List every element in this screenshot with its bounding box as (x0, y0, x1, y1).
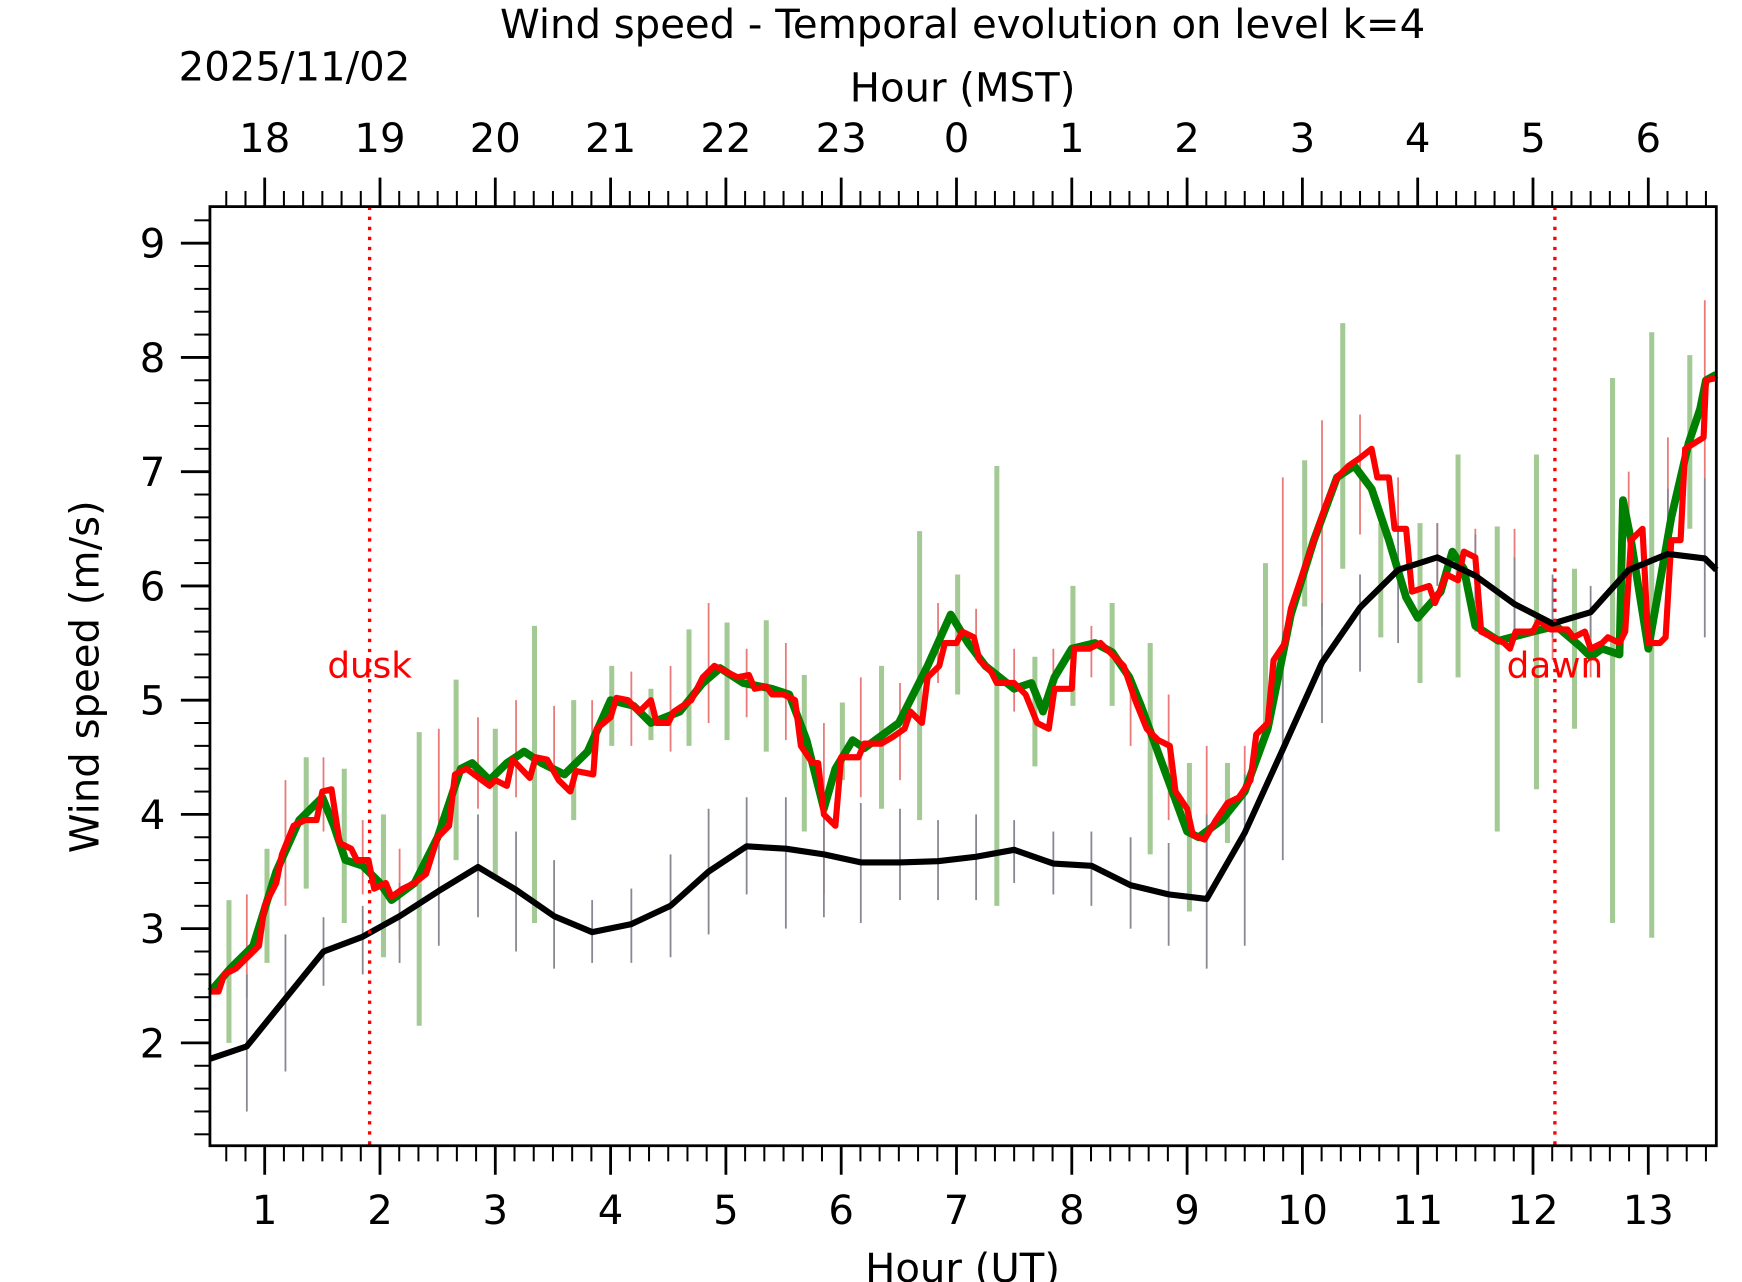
y-tick-label: 3 (140, 907, 166, 953)
x2-axis-label: Hour (MST) (850, 66, 1076, 112)
x2-tick-label: 21 (585, 116, 636, 162)
y-tick-label: 6 (140, 564, 166, 610)
y-tick-label: 9 (140, 222, 166, 268)
x2-tick-label: 0 (944, 116, 970, 162)
x2-tick-label: 1 (1059, 116, 1085, 162)
x-tick-label: 4 (598, 1188, 624, 1234)
x2-tick-label: 20 (470, 116, 521, 162)
date-label: 2025/11/02 (179, 44, 411, 90)
dawn-label: dawn (1507, 646, 1603, 687)
x-tick-label: 8 (1059, 1188, 1085, 1234)
x2-tick-label: 4 (1405, 116, 1431, 162)
smoothed-series-line (207, 371, 1719, 995)
y-tick-label: 4 (140, 793, 166, 839)
x2-tick-label: 2 (1174, 116, 1200, 162)
x-tick-label: 7 (944, 1188, 970, 1234)
x2-tick-label: 5 (1520, 116, 1546, 162)
mean-series-line (208, 550, 1719, 1062)
observed-series-line (210, 375, 1717, 995)
errorbars-layer (226, 300, 1706, 1112)
y-tick-label: 2 (140, 1021, 166, 1067)
plot-frame (208, 205, 1718, 1148)
lines-layer (207, 371, 1719, 1062)
x-tick-label: 10 (1277, 1188, 1328, 1234)
axes-layer: 1182193204215226237081921031141251362345… (140, 116, 1707, 1234)
y-tick-label: 5 (140, 679, 166, 725)
x-tick-label: 12 (1507, 1188, 1558, 1234)
x2-tick-label: 22 (700, 116, 751, 162)
y-tick-label: 8 (140, 336, 166, 382)
x2-tick-label: 18 (239, 116, 290, 162)
x2-tick-label: 19 (354, 116, 405, 162)
x-tick-label: 6 (828, 1188, 854, 1234)
x2-tick-label: 6 (1636, 116, 1662, 162)
x-tick-label: 3 (483, 1188, 509, 1234)
annotations-layer: dusk dawn (327, 206, 1603, 1146)
x2-tick-label: 23 (816, 116, 867, 162)
x2-tick-label: 3 (1290, 116, 1316, 162)
y-tick-label: 7 (140, 450, 166, 496)
x-axis-label: Hour (UT) (865, 1246, 1060, 1282)
x-tick-label: 5 (713, 1188, 739, 1234)
dusk-label: dusk (327, 646, 412, 687)
chart-title: Wind speed - Temporal evolution on level… (500, 2, 1425, 48)
x-tick-label: 11 (1392, 1188, 1443, 1234)
x-tick-label: 9 (1174, 1188, 1200, 1234)
x-tick-label: 13 (1623, 1188, 1674, 1234)
x-tick-label: 2 (367, 1188, 393, 1234)
x-tick-label: 1 (252, 1188, 278, 1234)
y-axis-label: Wind speed (m/s) (62, 500, 108, 853)
